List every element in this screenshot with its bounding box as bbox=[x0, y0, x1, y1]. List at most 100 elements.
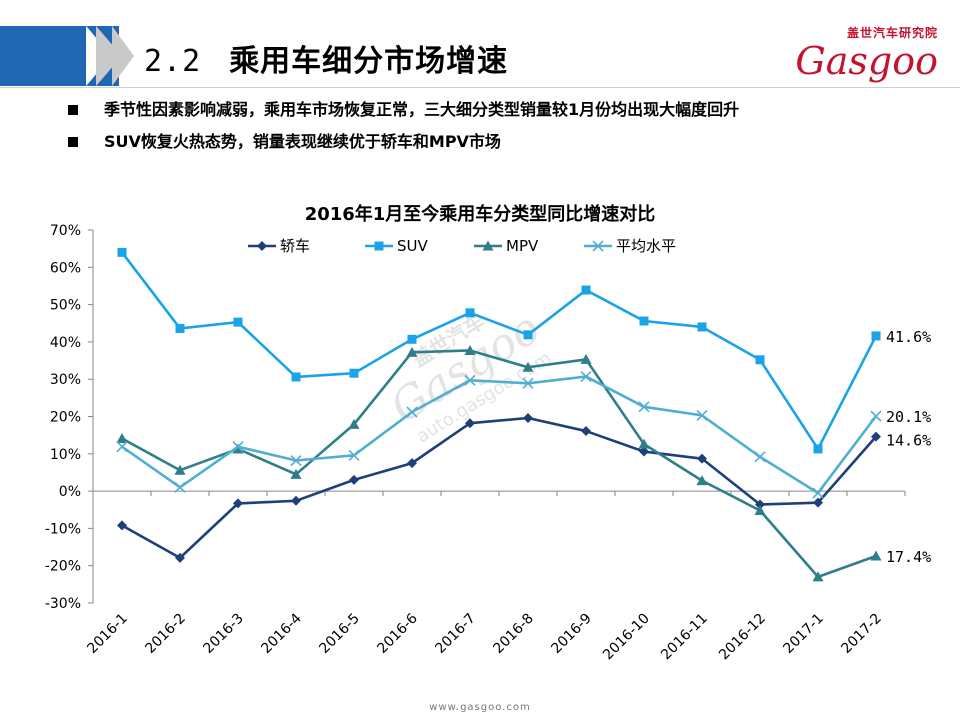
bullet-item: 季节性因素影响减弱，乘用车市场恢复正常，三大细分类型销量较1月份均出现大幅度回升 bbox=[66, 96, 886, 124]
data-point-marker bbox=[581, 285, 591, 295]
data-point-marker bbox=[406, 406, 418, 418]
gasgoo-logo: 盖世汽车研究院 Gasgoo bbox=[778, 24, 938, 84]
legend-label: 轿车 bbox=[280, 237, 310, 255]
legend-item: MPV bbox=[474, 237, 539, 255]
x-tick-label: 2016-3 bbox=[200, 611, 246, 657]
data-point-marker bbox=[116, 441, 128, 453]
data-point-marker bbox=[638, 438, 650, 449]
data-point-marker bbox=[232, 441, 244, 453]
legend-label: SUV bbox=[397, 237, 429, 255]
data-point-marker bbox=[580, 371, 592, 383]
data-point-marker bbox=[465, 418, 475, 429]
data-point-marker bbox=[697, 453, 707, 464]
data-point-marker bbox=[175, 552, 185, 563]
series-轿车: 14.6% bbox=[117, 412, 931, 563]
x-tick-label: 2016-2 bbox=[142, 611, 188, 657]
data-point-marker bbox=[871, 431, 881, 442]
data-point-marker bbox=[464, 344, 476, 355]
data-point-marker bbox=[374, 241, 384, 251]
y-tick-label: -30% bbox=[45, 596, 81, 612]
page-title: 2.2 乘用车细分市场增速 bbox=[144, 36, 508, 80]
data-point-marker bbox=[290, 468, 302, 479]
series-line bbox=[121, 416, 877, 560]
data-point-marker bbox=[291, 372, 301, 382]
x-tick-label: 2016-8 bbox=[490, 611, 536, 657]
data-point-marker bbox=[696, 409, 708, 421]
y-tick-label: 0% bbox=[59, 484, 81, 500]
data-point-marker bbox=[812, 571, 824, 582]
logo-en-text: Gasgoo bbox=[795, 39, 938, 83]
x-tick-label: 2016-4 bbox=[258, 610, 304, 656]
y-tick-label: 70% bbox=[50, 223, 81, 239]
x-tick-label: 2016-6 bbox=[374, 610, 420, 656]
legend-item: 轿车 bbox=[248, 237, 310, 255]
series-line bbox=[120, 251, 878, 451]
x-tick-label: 2016-1 bbox=[84, 611, 130, 657]
y-tick-label: -10% bbox=[45, 521, 81, 537]
x-tick-label: 2016-10 bbox=[600, 611, 653, 664]
data-point-marker bbox=[233, 498, 243, 509]
bullet-item: SUV恢复火热态势，销量表现继续优于轿车和MPV市场 bbox=[66, 128, 886, 156]
data-point-marker bbox=[464, 374, 476, 386]
x-tick-label: 2016-11 bbox=[658, 611, 711, 664]
legend-item: 平均水平 bbox=[584, 237, 676, 255]
data-point-marker bbox=[871, 331, 881, 341]
bullet-square-icon bbox=[68, 105, 78, 115]
y-tick-label: 40% bbox=[50, 335, 81, 351]
footer-url: www.gasgoo.com bbox=[429, 702, 531, 713]
data-point-marker bbox=[406, 346, 418, 357]
y-tick-label: 50% bbox=[50, 298, 81, 314]
data-point-marker bbox=[523, 330, 533, 340]
series-平均水平: 20.1% bbox=[116, 371, 931, 499]
data-label: 41.6% bbox=[886, 328, 931, 346]
data-point-marker bbox=[174, 464, 186, 475]
chart-title: 2016年1月至今乘用车分类型同比增速对比 bbox=[305, 203, 656, 225]
data-point-marker bbox=[348, 418, 360, 429]
x-tick-label: 2017-1 bbox=[780, 611, 826, 657]
data-point-marker bbox=[348, 449, 360, 461]
data-point-marker bbox=[639, 446, 649, 457]
legend-label: 平均水平 bbox=[616, 237, 676, 255]
data-point-marker bbox=[233, 317, 243, 327]
data-point-marker bbox=[482, 240, 494, 251]
data-point-marker bbox=[522, 361, 534, 372]
data-point-marker bbox=[232, 443, 244, 454]
data-label: 20.1% bbox=[886, 408, 931, 426]
series-SUV: 41.6% bbox=[117, 247, 931, 454]
data-point-marker bbox=[755, 355, 765, 365]
data-point-marker bbox=[638, 401, 650, 413]
bullet-text: 季节性因素影响减弱，乘用车市场恢复正常，三大细分类型销量较1月份均出现大幅度回升 bbox=[104, 100, 740, 119]
x-tick-label: 2016-12 bbox=[716, 611, 769, 664]
y-tick-label: 10% bbox=[50, 447, 81, 463]
data-point-marker bbox=[697, 322, 707, 332]
series-line bbox=[121, 375, 878, 495]
legend-label: MPV bbox=[506, 237, 539, 255]
data-point-marker bbox=[407, 334, 417, 344]
legend-item: SUV bbox=[365, 237, 429, 255]
data-point-marker bbox=[592, 240, 604, 252]
data-point-marker bbox=[117, 247, 127, 257]
y-tick-label: 20% bbox=[50, 410, 81, 426]
data-point-marker bbox=[754, 451, 766, 463]
data-point-marker bbox=[116, 433, 128, 444]
y-tick-label: -20% bbox=[45, 559, 81, 575]
data-point-marker bbox=[290, 454, 302, 467]
data-label: 14.6% bbox=[886, 432, 931, 450]
section-title-text: 乘用车细分市场增速 bbox=[229, 44, 509, 79]
data-point-marker bbox=[870, 410, 882, 422]
series-line bbox=[121, 349, 877, 579]
data-point-marker bbox=[755, 499, 765, 510]
y-tick-label: 60% bbox=[50, 260, 81, 276]
bullet-text: SUV恢复火热态势，销量表现继续优于轿车和MPV市场 bbox=[104, 132, 501, 151]
data-point-marker bbox=[581, 426, 591, 437]
data-point-marker bbox=[870, 550, 882, 561]
x-tick-label: 2016-7 bbox=[432, 611, 478, 657]
series-MPV: 17.4% bbox=[116, 344, 931, 582]
logo-cn-text: 盖世汽车研究院 bbox=[846, 26, 938, 40]
x-tick-label: 2016-5 bbox=[316, 611, 362, 657]
y-tick-label: 30% bbox=[50, 372, 81, 388]
line-chart: 2016年1月至今乘用车分类型同比增速对比盖世汽车Gasgooauto.gasg… bbox=[45, 203, 931, 664]
x-tick-label: 2016-9 bbox=[548, 611, 594, 657]
bullet-square-icon bbox=[68, 137, 78, 147]
data-point-marker bbox=[257, 241, 267, 251]
